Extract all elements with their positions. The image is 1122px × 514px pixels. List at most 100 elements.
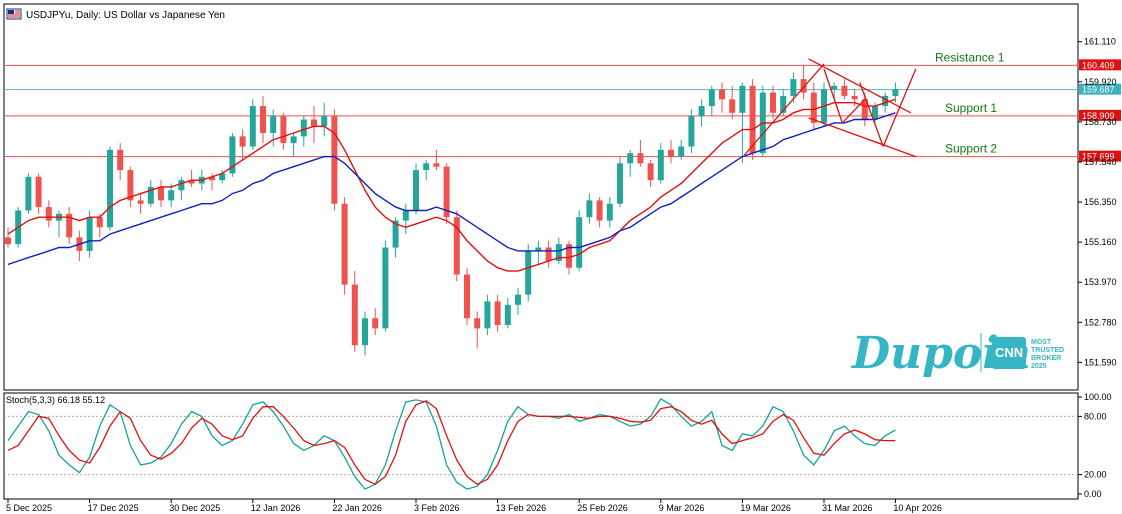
candle-body: [596, 200, 603, 221]
date-tick-label: 17 Dec 2025: [88, 503, 139, 513]
candle-body: [300, 119, 307, 137]
date-tick-label: 31 Mar 2026: [822, 503, 873, 513]
trendline: [743, 63, 825, 156]
dupoin-logo: Dupoin CNN MOST TRUSTED BROKER 2025: [850, 328, 1064, 379]
price-tick-label: 161.110: [1084, 37, 1116, 47]
candle-body: [555, 244, 562, 261]
date-tick-label: 30 Dec 2025: [169, 503, 220, 513]
candle-body: [290, 136, 297, 144]
candle-body: [229, 136, 236, 174]
trendline: [841, 98, 866, 124]
stochastic-tick-label: 0.00: [1084, 489, 1102, 499]
candle-body: [331, 116, 338, 204]
candle-body: [413, 170, 419, 211]
date-tick-label: 13 Feb 2026: [496, 503, 547, 513]
chart-title: USDJPYu, Daily: US Dollar vs Japanese Ye…: [26, 10, 225, 21]
candle-body: [698, 106, 705, 117]
level-price-badge: [1079, 59, 1121, 71]
level-price-label: 158.909: [1082, 111, 1115, 121]
badge-line-4: 2025: [1031, 363, 1047, 370]
candle-body: [668, 149, 674, 157]
trendline: [823, 68, 843, 124]
level-price-label: 157.699: [1082, 152, 1115, 162]
date-tick-label: 3 Feb 2026: [414, 503, 460, 513]
candle-body: [535, 247, 542, 251]
candle-body: [260, 106, 266, 133]
candle-body: [96, 217, 103, 228]
candle-body: [739, 85, 746, 113]
candle-body: [25, 176, 32, 211]
stochastic-tick-label: 80.00: [1084, 411, 1107, 421]
date-tick-label: 5 Dec 2025: [6, 503, 52, 513]
candle-body: [657, 149, 664, 181]
candle-body: [617, 163, 623, 204]
price-tick-label: 153.970: [1084, 277, 1117, 287]
candle-body: [127, 170, 134, 201]
candle-body: [688, 116, 695, 147]
candle-body: [882, 95, 889, 107]
indicator-plot-frame: [3, 392, 1079, 500]
badge-logo-text: CNN: [995, 345, 1023, 360]
candle-body: [5, 237, 11, 245]
candle-body: [729, 99, 736, 113]
level-name-label: Resistance 1: [935, 50, 1005, 64]
stochastic-signal-line: [7, 400, 896, 486]
candle-body: [861, 99, 868, 120]
candle-body: [484, 301, 491, 329]
candle-layer: [5, 65, 899, 356]
level-price-badge: [1079, 109, 1121, 121]
candle-body: [637, 153, 644, 164]
moving-average-line: [7, 98, 896, 272]
candle-body: [872, 106, 878, 120]
date-tick-label: 9 Mar 2026: [659, 503, 705, 513]
candle-body: [433, 163, 440, 167]
badge-line-1: MOST: [1031, 339, 1052, 346]
trendline: [808, 117, 917, 158]
candle-body: [749, 85, 756, 154]
candle-body: [606, 203, 613, 221]
candle-body: [117, 149, 124, 171]
date-tick-label: 19 Mar 2026: [740, 503, 791, 513]
current-price-badge: [1079, 83, 1121, 95]
candle-body: [892, 89, 899, 96]
candle-body: [178, 180, 185, 191]
candle-body: [453, 217, 460, 275]
candle-body: [831, 85, 838, 90]
badge-line-2: TRUSTED: [1031, 347, 1064, 354]
candle-body: [209, 176, 215, 181]
stochastic-tick-label: 20.00: [1084, 470, 1107, 480]
candle-body: [311, 119, 317, 127]
candle-body: [321, 116, 328, 127]
moving-average-layer: [7, 98, 896, 272]
date-tick-label: 10 Apr 2026: [893, 503, 942, 513]
candle-body: [515, 294, 521, 305]
candle-body: [647, 163, 654, 181]
price-tick-label: 152.780: [1084, 317, 1117, 327]
candle-body: [678, 146, 685, 157]
candle-body: [586, 200, 593, 218]
candle-body: [443, 166, 450, 218]
candle-body: [545, 247, 552, 261]
price-tick-label: 157.540: [1084, 157, 1117, 167]
date-tick-label: 25 Feb 2026: [577, 503, 628, 513]
candle-body: [188, 180, 195, 184]
date-axis: 5 Dec 2025 17 Dec 2025 30 Dec 2025 12 Jan 2…: [6, 499, 942, 513]
candle-body: [525, 250, 532, 295]
candle-body: [474, 318, 481, 329]
candle-body: [576, 217, 583, 268]
stochastic-main-line: [7, 398, 896, 490]
level-price-label: 160.409: [1082, 60, 1115, 70]
date-tick-label: 12 Jan 2026: [251, 503, 301, 513]
candle-body: [270, 116, 277, 133]
chart-header: USDJPYu, Daily: US Dollar vs Japanese Ye…: [6, 8, 225, 21]
candle-body: [494, 301, 501, 325]
trendline: [882, 68, 917, 147]
candle-body: [780, 95, 787, 113]
price-axis: 161.110 159.920 158.730 157.540 156.350 155.1…: [1078, 37, 1117, 367]
level-layer: Resistance 1 160.409 Support 1 158.909 Suppo…: [4, 50, 1121, 162]
date-tick-label: 22 Jan 2026: [332, 503, 382, 513]
candle-body: [392, 220, 399, 248]
candle-body: [770, 92, 776, 113]
